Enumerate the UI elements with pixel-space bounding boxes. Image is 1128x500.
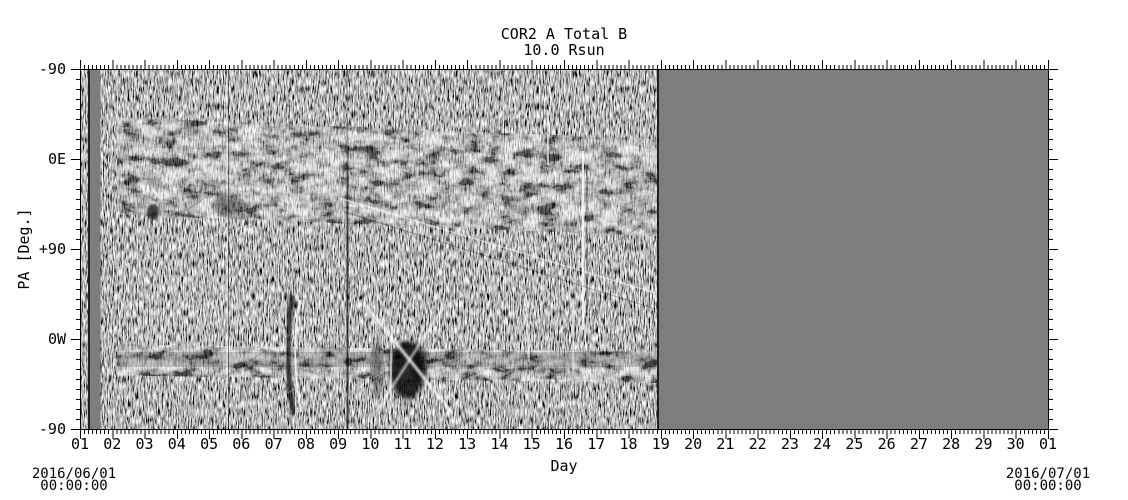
x-tick-label: 17: [587, 435, 606, 453]
x-tick-label: 15: [522, 435, 541, 453]
x-tick-label: 07: [264, 435, 283, 453]
synoptic-map-image: [81, 70, 1048, 429]
chart-title: COR2 A Total B: [500, 25, 628, 43]
start-date: 2016/06/01: [31, 466, 117, 482]
end-datetime: 2016/07/01 00:00:00: [1002, 466, 1094, 494]
x-tick-label: 21: [716, 435, 735, 453]
x-tick-label: 23: [780, 435, 799, 453]
x-tick-label: 16: [554, 435, 574, 453]
y-tick-label: +90: [38, 240, 66, 258]
x-tick-label: 18: [619, 435, 638, 453]
start-datetime: 2016/06/01 00:00:00: [28, 466, 120, 494]
x-tick-label: 22: [748, 435, 767, 453]
x-tick-label: 19: [651, 435, 670, 453]
x-axis-top-ticks: [80, 60, 1049, 69]
end-time: 00:00:00: [1014, 477, 1082, 494]
end-date: 2016/07/01: [1005, 466, 1091, 482]
y-tick-label: -90: [38, 60, 66, 78]
x-tick-label: 11: [393, 435, 412, 453]
x-tick-label: 25: [845, 435, 864, 453]
x-tick-label: 05: [200, 435, 219, 453]
x-tick-label: 27: [909, 435, 928, 453]
y-tick-label: 0E: [47, 150, 66, 168]
y-axis-right-ticks: [1049, 69, 1058, 430]
y-tick-label: 0W: [47, 330, 66, 348]
x-tick-label: 20: [684, 435, 703, 453]
x-tick-label: 01: [70, 435, 90, 453]
x-tick-label: 09: [329, 435, 348, 453]
x-axis-bottom-ticks: [80, 430, 1049, 439]
x-tick-label: 02: [103, 435, 122, 453]
y-axis-title: PA [Deg.]: [15, 208, 33, 290]
x-tick-label: 10: [361, 435, 380, 453]
x-tick-label: 26: [877, 435, 896, 453]
chart-title-block: COR2 A Total B 10.0 Rsun: [364, 26, 764, 58]
x-tick-label: 24: [813, 435, 832, 453]
x-tick-label: 08: [296, 435, 315, 453]
x-tick-label: 30: [1006, 435, 1025, 453]
x-tick-label: 04: [167, 435, 186, 453]
x-tick-label: 12: [425, 435, 444, 453]
chart-subtitle: 10.0 Rsun: [523, 41, 605, 59]
y-axis-left-ticks: [71, 69, 80, 430]
y-tick-label: -90: [38, 420, 66, 438]
x-tick-label: 03: [135, 435, 154, 453]
x-tick-label: 28: [942, 435, 961, 453]
x-tick-label: 13: [458, 435, 477, 453]
start-time: 00:00:00: [40, 477, 108, 494]
x-tick-label: 14: [490, 435, 509, 453]
x-tick-label: 06: [232, 435, 251, 453]
x-axis-title: Day: [550, 457, 578, 475]
x-tick-label: 29: [974, 435, 993, 453]
x-tick-label: 01: [1038, 435, 1058, 453]
